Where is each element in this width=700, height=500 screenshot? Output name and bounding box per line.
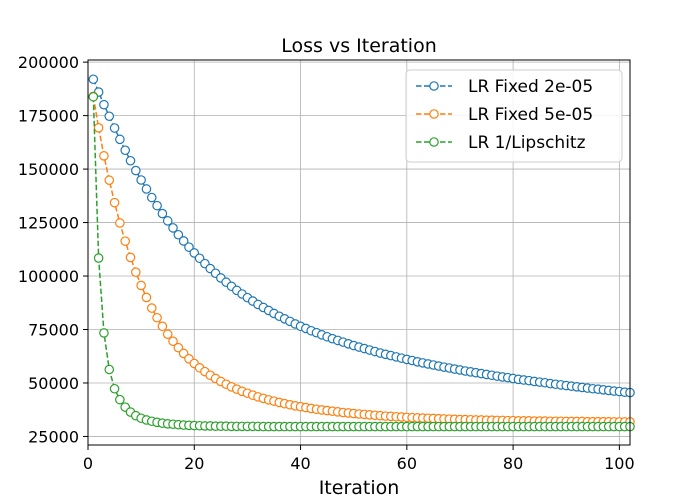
legend-marker: [429, 137, 439, 147]
data-point: [109, 123, 120, 133]
y-tick-label: 25000: [28, 427, 79, 446]
data-point: [120, 236, 130, 246]
data-point: [109, 197, 120, 208]
ticks: 0 20 40 60 80 100 25000 50000 75000 100000 125000 1…: [18, 53, 635, 473]
data-point: [104, 111, 115, 122]
x-tick-label: 40: [290, 454, 310, 473]
legend-label: LR Fixed 5e-05: [468, 105, 593, 125]
data-point: [152, 200, 162, 211]
data-point: [115, 218, 125, 228]
chart-title: Loss vs Iteration: [281, 35, 437, 57]
data-point: [157, 208, 168, 219]
data-point: [168, 336, 178, 347]
series-3: [88, 91, 635, 432]
y-tick-label: 50000: [28, 374, 79, 393]
data-point: [99, 99, 109, 110]
data-point: [104, 175, 115, 186]
x-tick-label: 20: [184, 454, 204, 473]
y-tick-label: 100000: [18, 267, 79, 286]
y-tick-label: 125000: [18, 214, 79, 233]
legend: LR Fixed 2e-05 LR Fixed 5e-05 LR 1/Lipschi…: [405, 69, 623, 163]
data-point: [162, 216, 173, 226]
legend-label: LR 1/Lipschitz: [468, 133, 586, 153]
data-point: [88, 74, 99, 85]
data-point: [115, 394, 125, 405]
legend-item: LR 1/Lipschitz: [416, 133, 586, 153]
y-tick-label: 75000: [28, 321, 79, 340]
data-point: [131, 267, 141, 277]
x-tick-label: 0: [83, 454, 93, 473]
data-point: [99, 151, 109, 161]
data-point: [162, 329, 173, 340]
data-point: [125, 252, 136, 263]
data-point: [146, 192, 157, 203]
y-tick-label: 150000: [18, 160, 79, 179]
x-tick-label: 100: [604, 454, 635, 473]
data-point: [99, 328, 109, 338]
data-point: [178, 236, 189, 246]
data-point: [152, 312, 162, 323]
y-tick-label: 200000: [18, 53, 79, 72]
data-point: [168, 223, 178, 233]
x-axis-label: Iteration: [319, 477, 400, 499]
legend-item: LR Fixed 2e-05: [416, 77, 593, 97]
data-point: [88, 91, 99, 102]
data-point: [109, 383, 120, 394]
data-point: [136, 175, 146, 185]
data-point: [136, 280, 146, 291]
data-point: [115, 134, 125, 145]
plot-frame: [87, 59, 631, 446]
series-2: [88, 91, 635, 427]
legend-marker: [429, 109, 439, 119]
data-point: [93, 123, 104, 133]
data-point: [141, 184, 152, 194]
x-tick-label: 60: [397, 454, 417, 473]
data-point: [141, 292, 152, 303]
data-point: [157, 321, 168, 332]
data-point: [184, 242, 194, 252]
data-point: [93, 253, 104, 263]
y-tick-label: 175000: [18, 107, 79, 126]
x-tick-label: 80: [503, 454, 523, 473]
data-point: [173, 229, 184, 240]
data-point: [146, 303, 157, 313]
legend-item: LR Fixed 5e-05: [416, 105, 593, 125]
legend-label: LR Fixed 2e-05: [468, 77, 593, 97]
data-point: [173, 342, 184, 353]
data-point: [120, 145, 130, 156]
data-point: [125, 155, 136, 166]
data-point: [131, 165, 141, 176]
legend-marker: [429, 81, 439, 91]
legend-box: [405, 69, 623, 163]
series-layer: [88, 74, 635, 432]
data-point: [104, 364, 115, 375]
grid: [87, 60, 630, 445]
